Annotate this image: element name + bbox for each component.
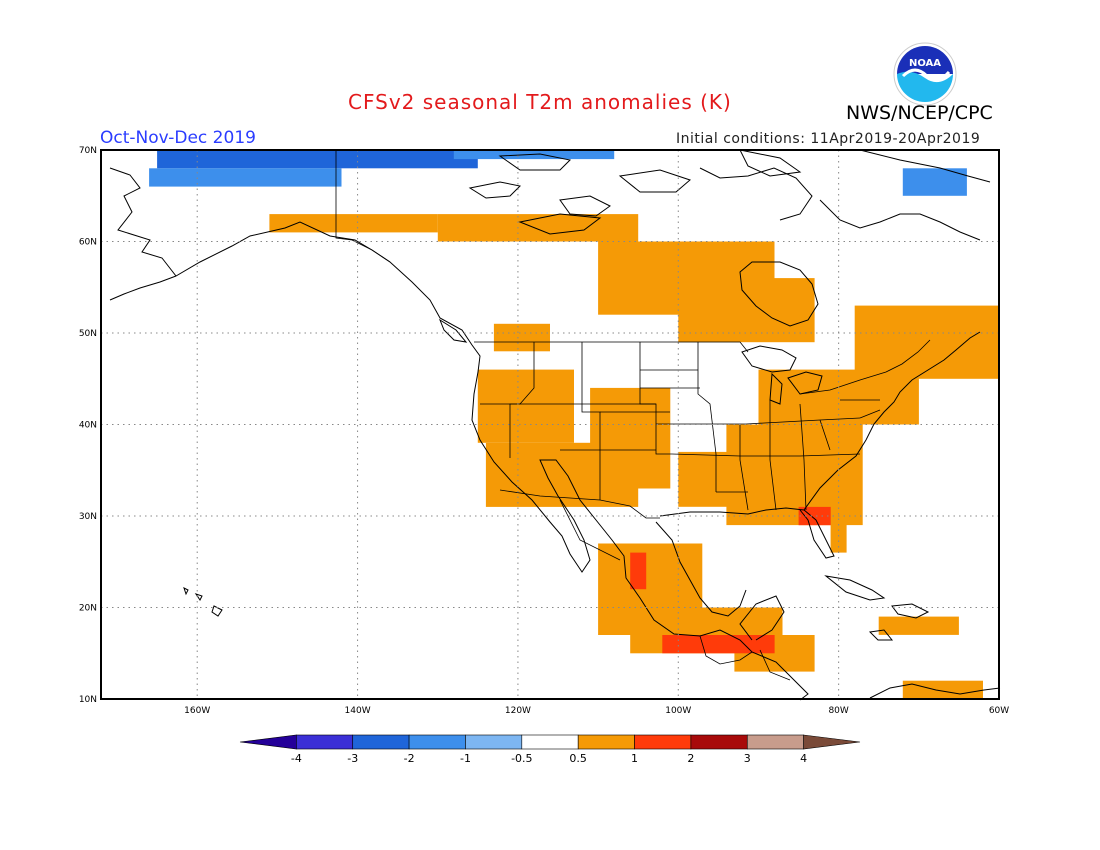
noaa-logo: NOAA bbox=[893, 42, 957, 106]
axis-tick-labels: 70N 60N 50N 40N 30N 20N 10N 160W 140W 120W 100W 80W… bbox=[79, 146, 1009, 716]
legend-label: 1 bbox=[631, 752, 638, 765]
lat-tick-label: 30N bbox=[79, 512, 97, 522]
anomaly-cell-4-16 bbox=[878, 616, 959, 635]
initial-conditions-label: Initial conditions: 11Apr2019-20Apr2019 bbox=[676, 131, 981, 147]
anomaly-cell-4-4 bbox=[854, 305, 999, 379]
lat-tick-label: 60N bbox=[79, 238, 97, 248]
lon-tick-label: 80W bbox=[828, 706, 848, 716]
anomaly-cell-5-0 bbox=[630, 552, 647, 590]
lon-tick-label: 60W bbox=[989, 706, 1009, 716]
season-label: Oct-Nov-Dec 2019 bbox=[100, 128, 256, 148]
lat-tick-label: 50N bbox=[79, 329, 97, 339]
legend-label: 4 bbox=[800, 752, 807, 765]
legend-label: -4 bbox=[291, 752, 302, 765]
lon-tick-label: 100W bbox=[665, 706, 691, 716]
lon-tick-label: 140W bbox=[345, 706, 371, 716]
anomaly-cell-4-3 bbox=[678, 278, 815, 343]
lat-tick-label: 40N bbox=[79, 421, 97, 431]
lon-tick-label: 160W bbox=[184, 706, 210, 716]
anomaly-cell-4-10 bbox=[726, 424, 863, 526]
coastlines bbox=[109, 149, 1001, 701]
legend-bin-1 bbox=[296, 734, 354, 750]
legend-label: -2 bbox=[404, 752, 415, 765]
legend-bin-10 bbox=[803, 734, 861, 750]
anomaly-cell-4-15 bbox=[830, 516, 847, 553]
anomaly-cell-2-0 bbox=[157, 150, 478, 169]
map-frame bbox=[100, 149, 1000, 700]
legend-bin-8 bbox=[690, 734, 748, 750]
legend-bin-3 bbox=[408, 734, 466, 750]
legend-label: -3 bbox=[347, 752, 358, 765]
legend-labels: -4 -3 -2 -1 -0.5 0.5 1 2 3 4 bbox=[291, 752, 807, 765]
anomaly-cell-4-6 bbox=[477, 369, 574, 443]
organization-label: NWS/NCEP/CPC bbox=[846, 102, 993, 124]
legend-bins bbox=[239, 734, 861, 750]
legend-bin-7 bbox=[634, 734, 692, 750]
anomaly-cell-4-8 bbox=[590, 387, 671, 489]
lon-tick-label: 120W bbox=[505, 706, 531, 716]
lat-tick-label: 20N bbox=[79, 604, 97, 614]
legend-label: 0.5 bbox=[569, 752, 587, 765]
anomaly-cell-5-1 bbox=[662, 635, 775, 654]
anomaly-cell-4-5 bbox=[493, 323, 550, 352]
legend-bin-0 bbox=[239, 734, 297, 750]
political-borders bbox=[335, 150, 931, 681]
lat-tick-label: 70N bbox=[79, 146, 97, 156]
legend-label: 2 bbox=[687, 752, 694, 765]
lat-lon-gridlines bbox=[101, 150, 999, 699]
map-title: CFSv2 seasonal T2m anomalies (K) bbox=[348, 90, 732, 114]
legend-bin-5 bbox=[521, 734, 579, 750]
noaa-logo-text: NOAA bbox=[909, 58, 941, 69]
legend-bin-2 bbox=[352, 734, 410, 750]
legend-label: -0.5 bbox=[511, 752, 532, 765]
anomaly-cell-5-2 bbox=[798, 506, 831, 526]
anomaly-cells bbox=[149, 150, 999, 699]
legend-label: -1 bbox=[460, 752, 471, 765]
legend-bin-4 bbox=[465, 734, 523, 750]
lat-tick-label: 10N bbox=[79, 695, 97, 705]
legend-label: 3 bbox=[744, 752, 751, 765]
anomaly-cell-4-17 bbox=[902, 680, 983, 699]
legend-bin-6 bbox=[577, 734, 635, 750]
legend-bin-9 bbox=[746, 734, 804, 750]
